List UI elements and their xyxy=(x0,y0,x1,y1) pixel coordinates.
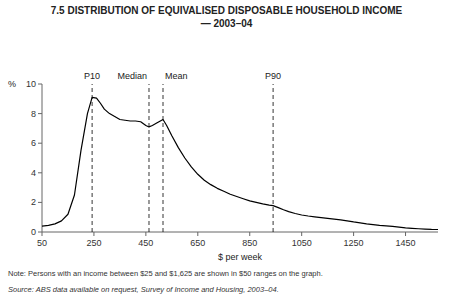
y-tick-label: 0 xyxy=(31,227,36,237)
source: Source: ABS data available on request, S… xyxy=(8,285,279,294)
subtitle: — 2003–04 xyxy=(201,18,253,29)
x-tick xyxy=(93,232,94,236)
x-tick xyxy=(405,232,406,236)
distribution-line xyxy=(42,97,438,229)
y-tick xyxy=(38,232,42,233)
x-tick-label: 850 xyxy=(242,238,257,248)
x-tick-label: 650 xyxy=(190,238,205,248)
reference-line xyxy=(92,84,93,232)
y-tick-label: 10 xyxy=(26,79,36,89)
x-tick xyxy=(353,232,354,236)
x-tick-label: 1250 xyxy=(344,238,364,248)
plot-area xyxy=(42,84,438,232)
y-tick xyxy=(38,202,42,203)
y-tick xyxy=(38,84,42,85)
reference-line xyxy=(273,84,274,232)
reference-label: P10 xyxy=(84,71,100,81)
x-tick xyxy=(301,232,302,236)
y-tick xyxy=(38,113,42,114)
y-axis xyxy=(42,84,43,232)
x-axis xyxy=(42,232,438,233)
x-tick-label: 1450 xyxy=(396,238,416,248)
reference-label: Median xyxy=(117,71,147,81)
x-axis-label: $ per week xyxy=(218,252,263,262)
y-tick xyxy=(38,143,42,144)
x-tick xyxy=(197,232,198,236)
x-tick xyxy=(145,232,146,236)
x-tick-label: 450 xyxy=(138,238,153,248)
y-tick-label: 6 xyxy=(31,138,36,148)
x-tick-label: 50 xyxy=(37,238,47,248)
chart: 7.5 DISTRIBUTION OF EQUIVALISED DISPOSAB… xyxy=(0,0,453,307)
note: Note: Persons with an income between $25… xyxy=(8,269,323,278)
x-tick-label: 250 xyxy=(86,238,101,248)
x-tick xyxy=(42,232,43,236)
y-axis-label: % xyxy=(8,79,16,89)
reference-line xyxy=(148,84,149,232)
y-tick-label: 2 xyxy=(31,197,36,207)
title: 7.5 DISTRIBUTION OF EQUIVALISED DISPOSAB… xyxy=(51,5,403,16)
y-tick xyxy=(38,172,42,173)
y-tick-label: 8 xyxy=(31,109,36,119)
reference-label: P90 xyxy=(265,71,281,81)
y-tick-label: 4 xyxy=(31,168,36,178)
reference-line xyxy=(163,84,164,232)
x-tick xyxy=(249,232,250,236)
x-tick-label: 1050 xyxy=(292,238,312,248)
reference-label: Mean xyxy=(165,71,188,81)
